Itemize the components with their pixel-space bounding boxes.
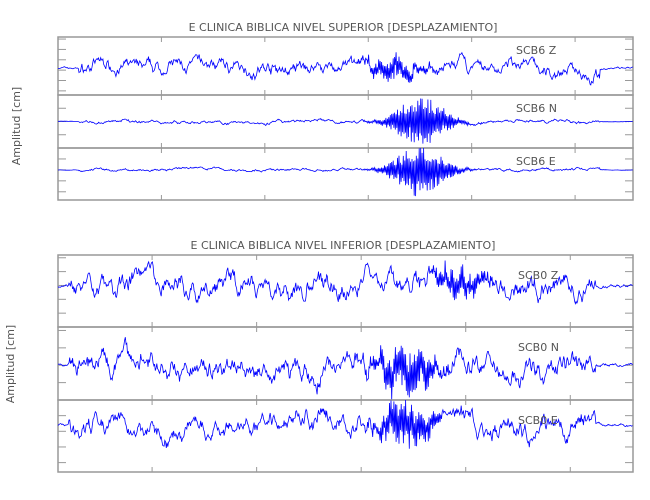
- station-label: SCB0 N: [518, 341, 559, 354]
- chart-title-upper: E CLINICA BIBLICA NIVEL SUPERIOR [DESPLA…: [189, 21, 498, 34]
- waveform-scb6-z: [57, 51, 633, 86]
- y-axis-label-lower: Amplitud [cm]: [4, 325, 17, 403]
- panel-frame: [57, 147, 634, 201]
- waveform-scb6-n: [57, 98, 633, 144]
- waveform-scb0-z: [57, 260, 633, 306]
- station-label: SCB6 N: [516, 102, 557, 115]
- panel-frame: [57, 399, 634, 473]
- panel-frame: [57, 254, 634, 328]
- waveform-scb0-e: [57, 399, 633, 449]
- station-label: SCB0 Z: [518, 269, 559, 282]
- station-label: SCB6 Z: [516, 44, 557, 57]
- waveform-scb6-e: [58, 147, 633, 197]
- y-axis-label-upper: Amplitud [cm]: [10, 87, 23, 165]
- station-label: SCB0 E: [518, 414, 558, 427]
- station-label: SCB6 E: [516, 155, 556, 168]
- chart-title-lower: E CLINICA BIBLICA NIVEL INFERIOR [DESPLA…: [191, 239, 496, 252]
- waveform-scb0-n: [57, 337, 633, 401]
